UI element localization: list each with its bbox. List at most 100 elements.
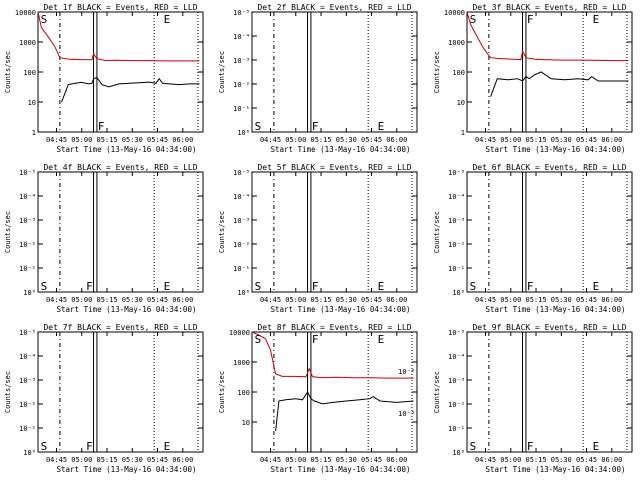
x-tick-label: 05:30	[336, 456, 357, 464]
x-tick-label: 05:30	[551, 456, 572, 464]
plot-frame	[37, 171, 204, 293]
y-tick-label: 10⁻⁴	[233, 193, 250, 201]
y-axis-label: Counts/sec	[433, 371, 441, 413]
panel-title: Det 7f BLACK = Events, RED = LLD	[43, 323, 197, 332]
y-tick-label: 100	[237, 389, 250, 397]
panel-title: Det 9f BLACK = Events, RED = LLD	[472, 323, 626, 332]
x-tick-label: 05:30	[122, 456, 143, 464]
y-tick-label: 10⁰	[452, 449, 465, 457]
flare-marker-s: S	[470, 440, 477, 453]
y-tick-label: 10000	[229, 329, 250, 337]
x-tick-label: 05:00	[500, 136, 521, 144]
x-axis-label: Start Time (13-May-16 04:34:00)	[57, 145, 197, 154]
y-tick-label: 10⁻⁵	[448, 329, 465, 337]
x-axis-label: Start Time (13-May-16 04:34:00)	[486, 465, 626, 474]
y-tick-label: 10	[242, 419, 250, 427]
x-tick-label: 05:00	[285, 456, 306, 464]
plot-frame	[37, 331, 204, 453]
x-tick-label: 06:00	[172, 456, 193, 464]
x-tick-label: 05:00	[500, 296, 521, 304]
x-tick-label: 05:45	[361, 456, 382, 464]
y-tick-label: 10⁰	[23, 289, 36, 297]
y-tick-label: 10	[457, 99, 465, 107]
x-tick-label: 04:45	[260, 136, 281, 144]
series-lld-line	[251, 331, 414, 379]
plot-frame	[251, 11, 418, 133]
x-axis-label: Start Time (13-May-16 04:34:00)	[57, 465, 197, 474]
flare-marker-e: E	[593, 440, 600, 453]
x-tick-label: 06:00	[172, 296, 193, 304]
x-tick-label: 04:45	[46, 296, 67, 304]
x-tick-label: 05:15	[310, 456, 331, 464]
y-tick-label: 10⁻²	[19, 401, 36, 409]
y-tick-label: 100	[23, 69, 36, 77]
y-tick-label: 10⁻⁵	[19, 329, 36, 337]
y-tick-label: 10	[28, 99, 36, 107]
y-axis-label: Counts/sec	[218, 371, 226, 413]
y-tick-label: 10⁻¹	[448, 425, 465, 433]
series-lld-line	[466, 11, 629, 62]
plot-frame	[466, 171, 633, 293]
y-tick-label: 10⁻⁴	[448, 353, 465, 361]
x-tick-label: 05:00	[500, 456, 521, 464]
flare-marker-s: S	[255, 333, 262, 346]
y-tick-label: 10⁻⁵	[448, 169, 465, 177]
y-axis-label: Counts/sec	[433, 211, 441, 253]
x-tick-label: 05:15	[525, 456, 546, 464]
x-tick-label: 05:15	[96, 296, 117, 304]
x-tick-label: 05:00	[285, 136, 306, 144]
y-tick-label: 10⁻³	[19, 377, 36, 385]
y-tick-label-overlay: 10⁻⁴	[398, 368, 415, 376]
y-tick-label: 10⁻²	[233, 241, 250, 249]
y-tick-label: 10000	[444, 9, 465, 17]
flare-marker-e: E	[593, 280, 600, 293]
y-tick-label: 10⁰	[237, 289, 250, 297]
flare-marker-e: E	[164, 280, 171, 293]
y-tick-label: 1000	[19, 39, 36, 47]
flare-marker-s: S	[41, 280, 48, 293]
y-tick-label: 10⁰	[237, 129, 250, 137]
flare-marker-f: F	[312, 120, 319, 133]
panel-title: Det 1f BLACK = Events, RED = LLD	[43, 3, 197, 12]
plot-frame	[251, 331, 418, 453]
x-axis-label: Start Time (13-May-16 04:34:00)	[271, 305, 411, 314]
x-tick-label: 05:45	[576, 456, 597, 464]
y-tick-label: 10⁻¹	[19, 265, 36, 273]
x-tick-label: 05:45	[147, 296, 168, 304]
x-tick-label: 05:30	[551, 296, 572, 304]
y-axis-label: Counts/sec	[4, 211, 12, 253]
flare-marker-s: S	[255, 120, 262, 133]
y-tick-label: 10⁻⁴	[19, 353, 36, 361]
flare-marker-f: F	[527, 280, 534, 293]
x-tick-label: 05:15	[310, 296, 331, 304]
y-axis-label: Counts/sec	[433, 51, 441, 93]
y-tick-label: 10⁻¹	[19, 425, 36, 433]
flare-marker-s: S	[470, 13, 477, 26]
y-tick-label: 10⁻³	[448, 217, 465, 225]
x-tick-label: 04:45	[46, 136, 67, 144]
x-tick-label: 05:30	[551, 136, 572, 144]
x-tick-label: 04:45	[46, 456, 67, 464]
x-tick-label: 06:00	[386, 456, 407, 464]
x-axis-label: Start Time (13-May-16 04:34:00)	[486, 305, 626, 314]
x-axis-label: Start Time (13-May-16 04:34:00)	[486, 145, 626, 154]
y-tick-label: 1000	[448, 39, 465, 47]
x-axis-label: Start Time (13-May-16 04:34:00)	[271, 465, 411, 474]
series-lld-line	[37, 11, 200, 62]
flare-marker-e: E	[593, 13, 600, 26]
panel-title: Det 6f BLACK = Events, RED = LLD	[472, 163, 626, 172]
flare-marker-e: E	[378, 333, 385, 346]
y-tick-label: 10⁻³	[448, 377, 465, 385]
x-tick-label: 04:45	[475, 456, 496, 464]
y-tick-label-overlay: 10⁻⁵	[398, 410, 415, 418]
y-tick-label: 10⁻²	[448, 401, 465, 409]
series-events-line	[61, 77, 200, 103]
y-tick-label: 10⁻⁴	[19, 193, 36, 201]
flare-marker-f: F	[86, 440, 93, 453]
x-tick-label: 05:45	[147, 136, 168, 144]
y-tick-label: 10⁰	[23, 449, 36, 457]
y-tick-label: 10⁻³	[19, 217, 36, 225]
x-tick-label: 04:45	[475, 296, 496, 304]
flare-marker-e: E	[164, 13, 171, 26]
